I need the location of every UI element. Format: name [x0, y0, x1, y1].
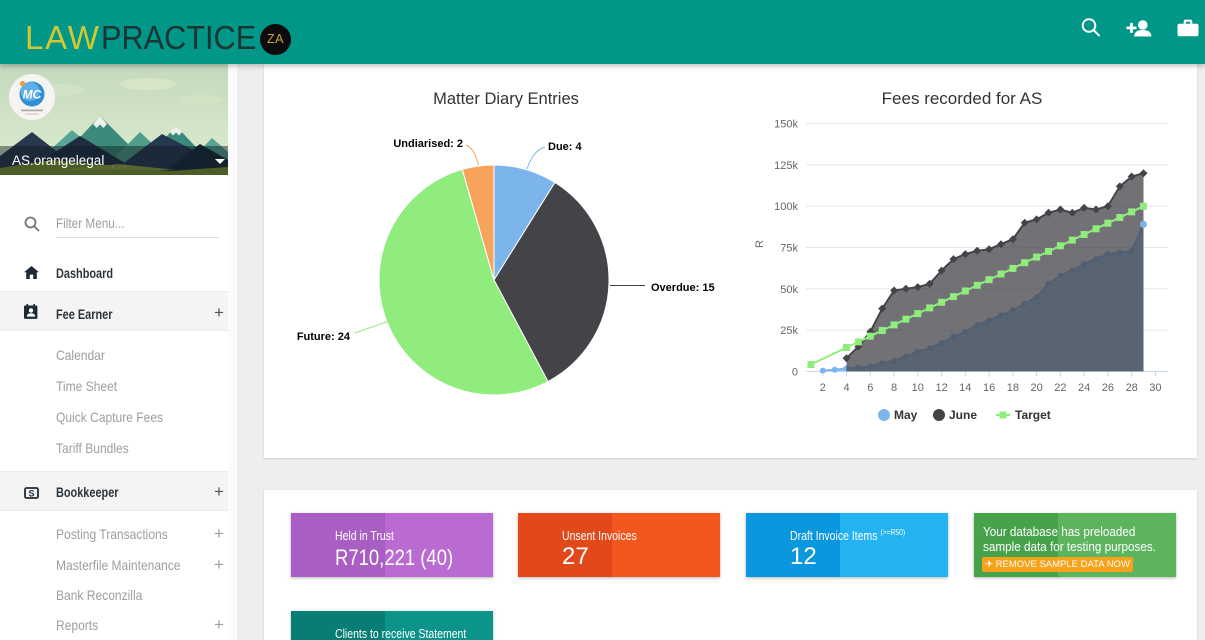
svg-text:10: 10 — [912, 382, 924, 394]
svg-text:June: June — [949, 408, 977, 422]
svg-text:8: 8 — [891, 382, 897, 394]
svg-text:S: S — [28, 488, 34, 498]
svg-text:May: May — [894, 408, 918, 422]
svg-text:Fees recorded for AS: Fees recorded for AS — [882, 89, 1043, 108]
svg-text:24: 24 — [1078, 382, 1090, 394]
svg-text:75k: 75k — [780, 243, 798, 255]
svg-text:16: 16 — [983, 382, 995, 394]
svg-text:0: 0 — [792, 366, 798, 378]
svg-text:22: 22 — [1054, 382, 1066, 394]
svg-text:26: 26 — [1102, 382, 1114, 394]
svg-text:50k: 50k — [780, 284, 798, 296]
svg-text:100k: 100k — [774, 201, 798, 213]
svg-text:150k: 150k — [774, 119, 798, 131]
svg-text:Future: 24: Future: 24 — [297, 331, 351, 343]
svg-text:R: R — [754, 240, 766, 248]
svg-text:4: 4 — [843, 382, 849, 394]
svg-text:Matter Diary Entries: Matter Diary Entries — [433, 90, 579, 108]
svg-text:18: 18 — [1007, 382, 1019, 394]
svg-text:12: 12 — [935, 382, 947, 394]
svg-text:20: 20 — [1030, 382, 1042, 394]
svg-text:30: 30 — [1149, 382, 1161, 394]
svg-text:28: 28 — [1126, 382, 1138, 394]
svg-text:Undiarised: 2: Undiarised: 2 — [393, 138, 463, 150]
svg-text:14: 14 — [959, 382, 971, 394]
svg-text:Target: Target — [1015, 408, 1051, 422]
svg-text:125k: 125k — [774, 160, 798, 172]
svg-text:25k: 25k — [780, 325, 798, 337]
svg-text:2: 2 — [820, 382, 826, 394]
svg-text:MC: MC — [23, 88, 42, 102]
svg-text:6: 6 — [867, 382, 873, 394]
svg-text:Due: 4: Due: 4 — [548, 141, 583, 153]
svg-text:Overdue: 15: Overdue: 15 — [651, 282, 715, 294]
